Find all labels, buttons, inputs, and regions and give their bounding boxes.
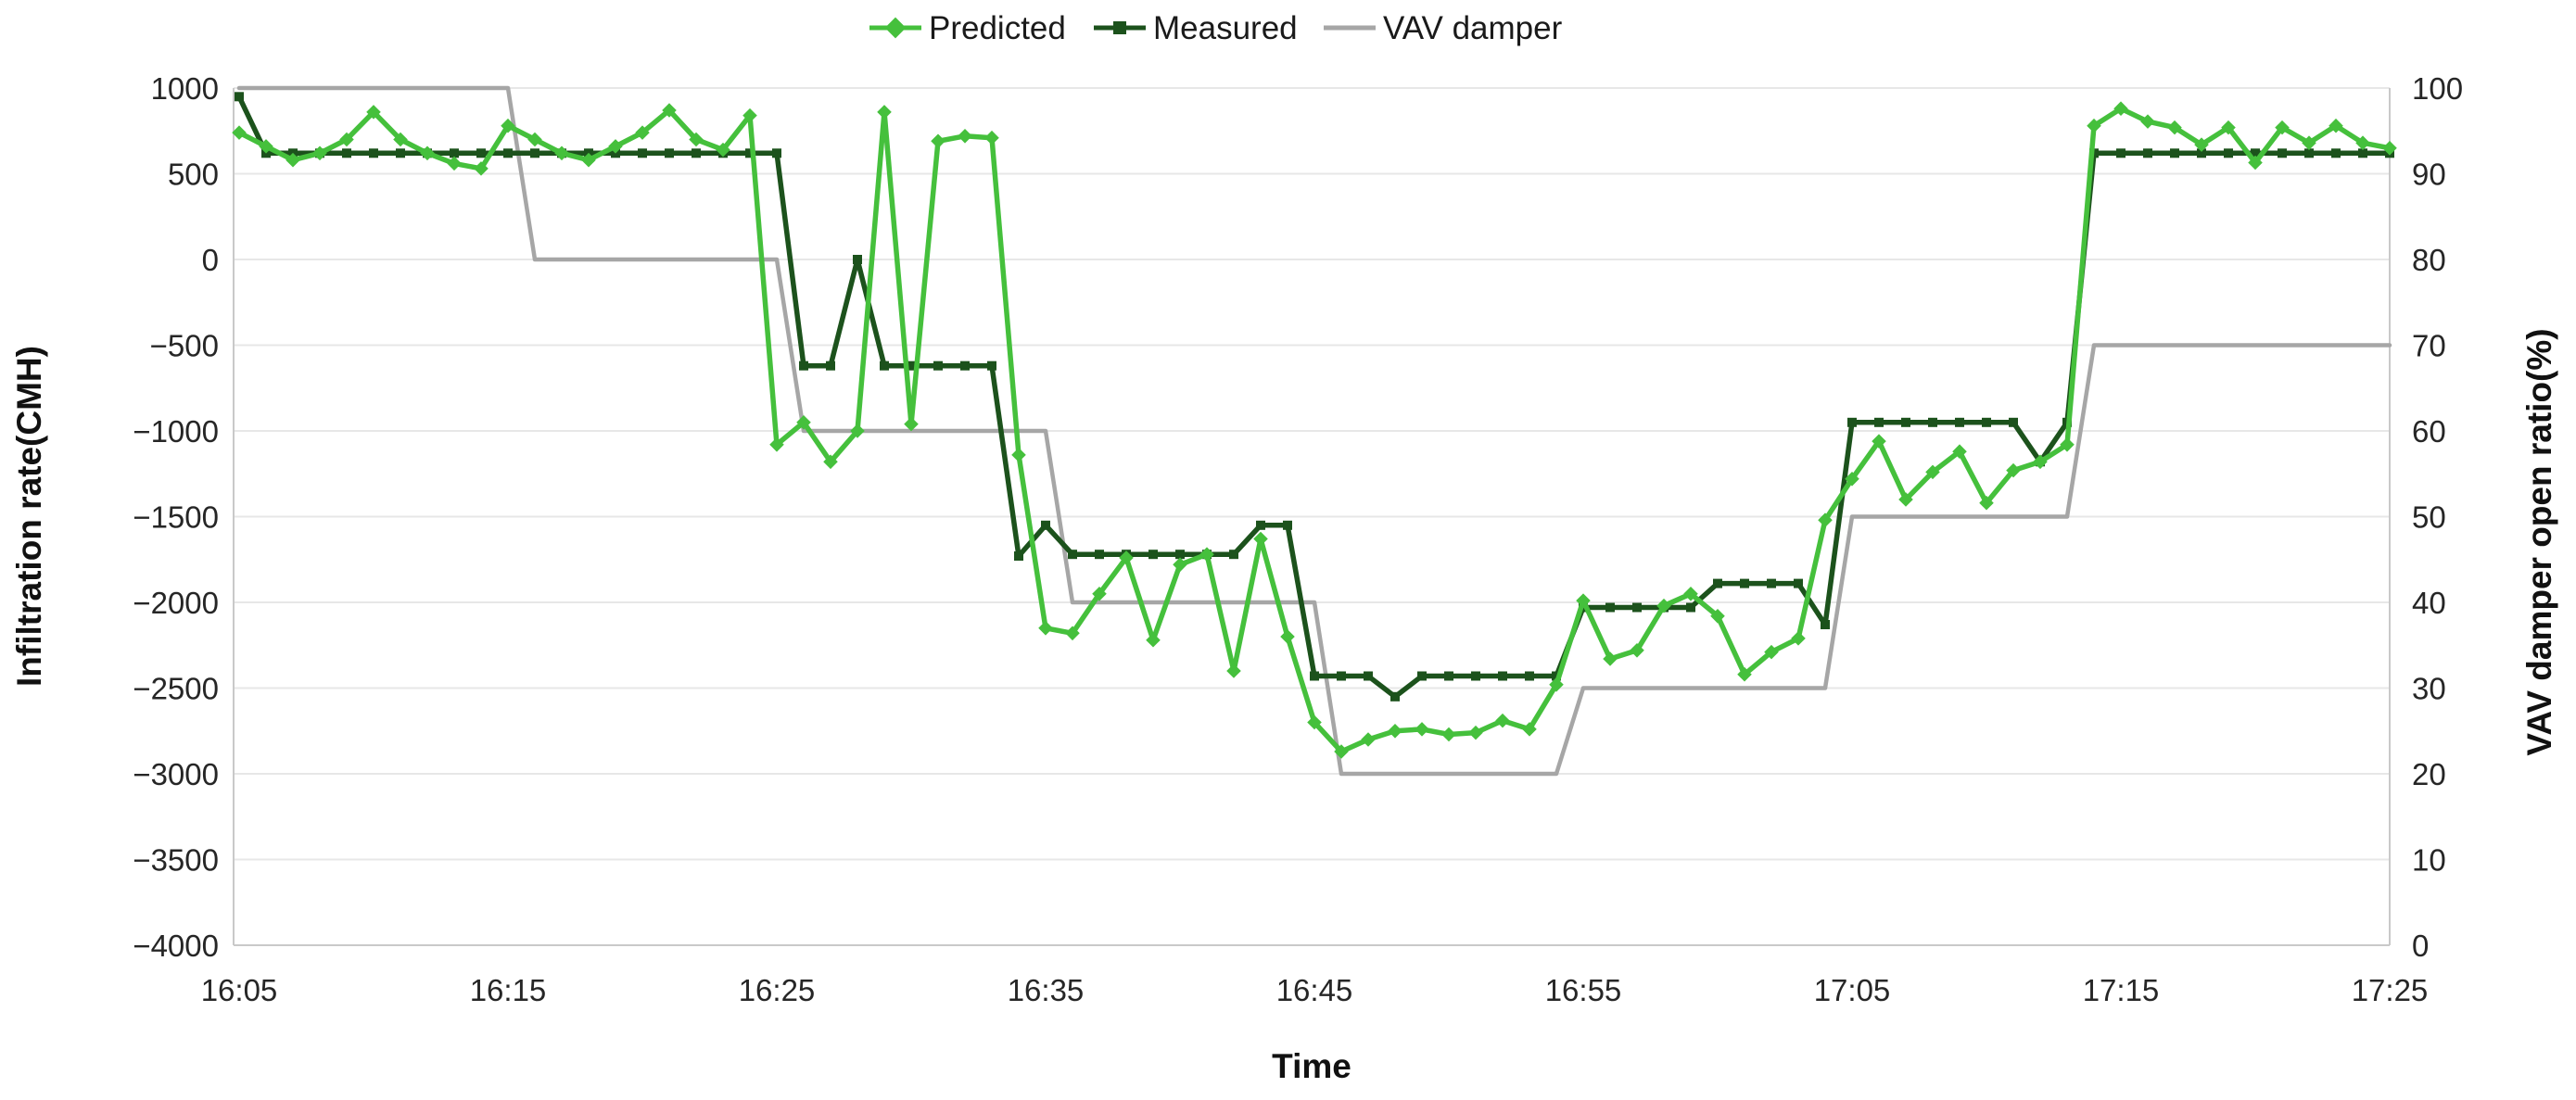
svg-text:16:05: 16:05 [201,973,278,1007]
predicted-marker-icon [884,17,907,39]
legend-item-predicted: Predicted [869,10,1066,46]
legend-item-vav-damper: VAV damper [1324,10,1563,46]
svg-text:70: 70 [2412,329,2446,363]
svg-text:0: 0 [2412,929,2429,963]
svg-text:16:45: 16:45 [1276,973,1353,1007]
svg-text:0: 0 [202,243,219,277]
svg-text:−3500: −3500 [133,843,219,878]
legend-label-predicted: Predicted [929,10,1066,46]
svg-text:1000: 1000 [151,71,219,106]
svg-text:16:25: 16:25 [739,973,816,1007]
svg-text:−2000: −2000 [133,586,219,620]
svg-text:−3000: −3000 [133,757,219,791]
series-layer [232,85,2397,777]
svg-text:10: 10 [2412,843,2446,878]
legend-label-vav-damper: VAV damper [1383,10,1563,46]
svg-text:16:35: 16:35 [1008,973,1085,1007]
svg-text:17:25: 17:25 [2352,973,2429,1007]
svg-text:80: 80 [2412,243,2446,277]
svg-text:16:55: 16:55 [1545,973,1622,1007]
svg-text:−2500: −2500 [133,672,219,706]
svg-text:−1500: −1500 [133,500,219,535]
svg-text:90: 90 [2412,158,2446,192]
right-axis-title: VAV damper open ratio(%) [2520,328,2558,755]
svg-text:50: 50 [2412,500,2446,535]
svg-text:100: 100 [2412,71,2463,106]
tick-labels-layer: 10005000−500−1000−1500−2000−2500−3000−35… [133,71,2463,1007]
svg-text:500: 500 [168,158,219,192]
svg-text:17:05: 17:05 [1814,973,1891,1007]
svg-text:20: 20 [2412,757,2446,791]
svg-text:−1000: −1000 [133,414,219,449]
svg-text:60: 60 [2412,414,2446,449]
legend: Predicted Measured VAV damper [869,10,1563,46]
legend-label-measured: Measured [1153,10,1298,46]
svg-text:40: 40 [2412,586,2446,620]
legend-item-measured: Measured [1094,10,1298,46]
svg-text:30: 30 [2412,672,2446,706]
svg-text:−500: −500 [150,329,219,363]
measured-marker-icon [1113,21,1126,34]
svg-text:−4000: −4000 [133,929,219,963]
left-axis-title: Infiltration rate(CMH) [10,346,48,687]
svg-text:16:15: 16:15 [470,973,547,1007]
svg-text:17:15: 17:15 [2083,973,2160,1007]
x-axis-title: Time [1272,1047,1351,1085]
